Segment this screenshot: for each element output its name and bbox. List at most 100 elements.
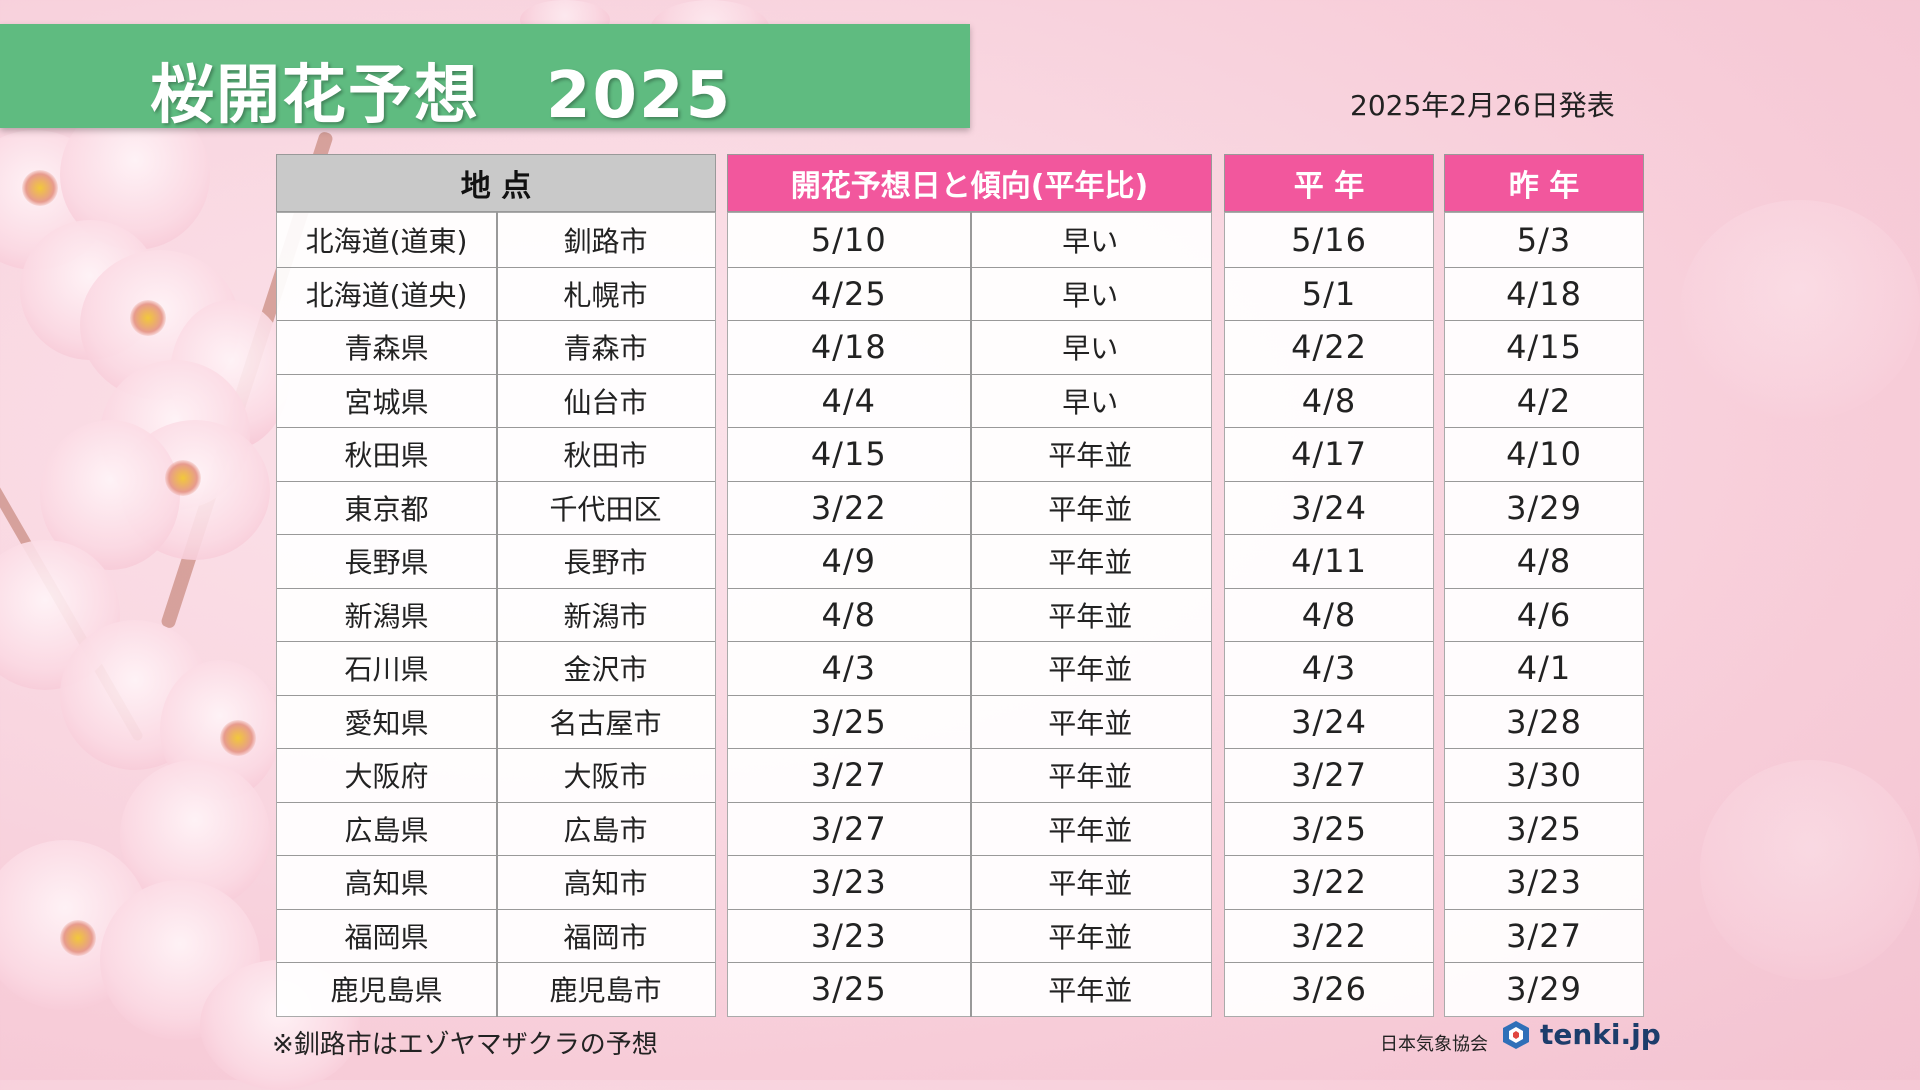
region-cell: 秋田県 [344, 439, 429, 473]
normal-date-cell: 3/22 [1291, 916, 1367, 955]
page-title: 桜開花予想 2025 [150, 59, 733, 133]
header-location-label: 地 点 [460, 169, 532, 204]
tenki-logo[interactable]: tenki.jp [1500, 1018, 1661, 1051]
table-row: 4/9 平年並 [728, 533, 1211, 590]
table-row: 3/25 平年並 [728, 693, 1212, 750]
region-cell: 高知県 [344, 867, 429, 901]
table-row: 宮城県 仙台市 [277, 372, 715, 429]
header-forecast: 開花予想日と傾向(平年比) [727, 154, 1212, 212]
trend-cell: 早い [969, 372, 1212, 429]
city-cell: 広島市 [496, 800, 715, 857]
last-year-date-cell: 3/25 [1506, 809, 1582, 848]
footnote: ※釧路市はエゾヤマザクラの予想 [272, 1030, 658, 1060]
table-row: 3/27 [1225, 748, 1433, 802]
table-row: 大阪府 大阪市 [277, 747, 715, 804]
table-row: 3/22 [1225, 855, 1433, 909]
city-cell: 名古屋市 [496, 693, 715, 750]
header-normal: 平 年 [1224, 154, 1434, 212]
forecast-date-cell: 3/27 [810, 809, 887, 848]
normal-date-cell: 3/25 [1291, 809, 1367, 848]
last-year-date-cell: 4/15 [1506, 328, 1582, 367]
trend-cell: 平年並 [969, 640, 1212, 697]
forecast-date-cell: 3/25 [810, 702, 887, 741]
table-row: 3/23 平年並 [728, 854, 1211, 911]
trend-cell: 早い [969, 211, 1212, 268]
last-year-date-cell: 4/8 [1516, 542, 1572, 581]
forecast-date-cell: 4/25 [810, 274, 887, 313]
city-cell: 金沢市 [496, 640, 715, 697]
table-row: 5/3 [1445, 213, 1643, 267]
table-row: 4/8 [1445, 534, 1643, 588]
header-location: 地 点 [276, 154, 716, 212]
table-row: 秋田県 秋田市 [277, 426, 715, 483]
table-row: 新潟県 新潟市 [277, 586, 715, 643]
normal-date-cell: 4/8 [1301, 381, 1357, 420]
city-cell: 長野市 [496, 533, 715, 590]
last-year-date-cell: 3/29 [1506, 488, 1582, 527]
forecast-date-cell: 4/4 [821, 381, 876, 420]
city-cell: 鹿児島市 [496, 961, 715, 1018]
table-row: 4/3 [1225, 641, 1433, 695]
table-row: 4/8 [1225, 587, 1433, 642]
header-last-year-label: 昨 年 [1508, 169, 1580, 204]
city-cell: 仙台市 [496, 372, 715, 429]
tenki-logo-icon [1500, 1019, 1532, 1051]
last-year-date-cell: 4/18 [1506, 274, 1582, 313]
table-row: 4/25 早い [728, 265, 1212, 322]
table-row: 青森県 青森市 [277, 319, 715, 376]
normal-column: 5/16 5/1 4/22 4/8 4/17 3/24 4/11 4/8 4/3 3/24 3/27… [1224, 212, 1434, 1017]
city-cell: 札幌市 [496, 265, 715, 322]
region-cell: 長野県 [344, 546, 429, 580]
announcement-date: 2025年2月26日発表 [1350, 89, 1615, 122]
city-cell: 新潟市 [496, 586, 715, 643]
table-row: 4/4 早い [728, 372, 1212, 429]
city-cell: 青森市 [496, 319, 715, 376]
forecast-date-cell: 3/25 [810, 970, 887, 1009]
region-cell: 青森県 [344, 332, 429, 366]
table-row: 3/24 [1225, 694, 1433, 749]
city-cell: 高知市 [496, 854, 715, 911]
table-row: 3/27 平年並 [728, 800, 1212, 857]
region-cell: 福岡県 [344, 920, 429, 954]
table-row: 4/1 [1445, 641, 1643, 695]
forecast-date-cell: 3/23 [810, 916, 887, 955]
trend-cell: 平年並 [969, 479, 1212, 536]
table-row: 3/25 平年並 [728, 961, 1211, 1018]
normal-date-cell: 4/17 [1291, 435, 1367, 474]
forecast-date-cell: 4/9 [821, 542, 876, 581]
trend-cell: 早い [969, 265, 1212, 322]
trend-cell: 平年並 [969, 693, 1212, 750]
table-row: 5/1 [1225, 266, 1433, 321]
last-year-date-cell: 3/23 [1506, 863, 1582, 902]
region-cell: 宮城県 [344, 385, 429, 419]
header-normal-label: 平 年 [1293, 169, 1365, 204]
last-year-date-cell: 3/30 [1506, 756, 1582, 795]
table-row: 長野県 長野市 [277, 533, 715, 590]
header-forecast-label: 開花予想日と傾向(平年比) [790, 169, 1149, 204]
last-year-date-cell: 4/6 [1516, 595, 1572, 634]
trend-cell: 平年並 [969, 800, 1212, 857]
table-row: 3/25 [1225, 801, 1433, 856]
last-year-column: 5/3 4/18 4/15 4/2 4/10 3/29 4/8 4/6 4/1 3/28 3/30 3… [1444, 212, 1644, 1017]
normal-date-cell: 3/27 [1291, 756, 1367, 795]
region-cell: 新潟県 [344, 599, 429, 633]
forecast-date-cell: 4/8 [821, 595, 876, 634]
table-row: 4/11 [1225, 534, 1433, 588]
trend-cell: 平年並 [969, 747, 1212, 804]
forecast-date-cell: 3/23 [810, 863, 887, 902]
title-banner: 桜開花予想 2025 [0, 24, 970, 133]
last-year-date-cell: 3/28 [1506, 702, 1582, 741]
region-cell: 愛知県 [344, 706, 429, 740]
normal-date-cell: 4/8 [1301, 595, 1357, 634]
table-row: 北海道(道央) 札幌市 [277, 265, 715, 322]
forecast-date-cell: 4/18 [810, 328, 887, 367]
table-row: 3/23 [1445, 855, 1643, 909]
last-year-date-cell: 4/1 [1516, 649, 1572, 688]
normal-date-cell: 4/22 [1291, 328, 1367, 367]
normal-date-cell: 3/24 [1291, 702, 1367, 741]
table-row: 高知県 高知市 [277, 854, 715, 911]
table-row: 3/29 [1445, 962, 1643, 1016]
table-row: 5/16 [1225, 213, 1433, 267]
table-row: 北海道(道東) 釧路市 [277, 211, 715, 268]
table-row: 3/22 平年並 [728, 479, 1212, 536]
